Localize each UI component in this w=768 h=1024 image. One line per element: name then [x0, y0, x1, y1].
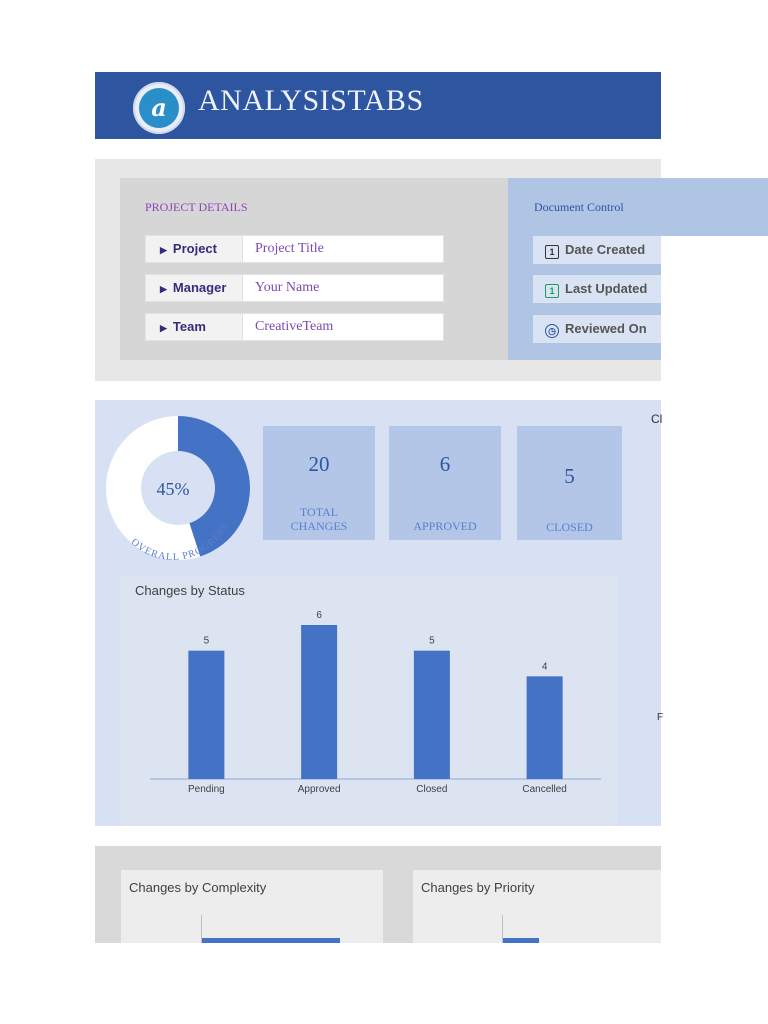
kpi-closed-label: CLOSED — [546, 520, 593, 534]
date-created-button[interactable]: 1 Date Created — [533, 236, 661, 264]
kpi-total-changes-value: 20 — [308, 452, 330, 476]
kpi-total-changes: 20 TOTAL CHANGES — [263, 426, 375, 540]
kpi-total-changes-label-1: TOTAL — [299, 505, 339, 519]
tick-label-approved: Approved — [298, 784, 341, 795]
offpanel-label-top: Cl — [651, 412, 663, 426]
complexity-axis — [201, 915, 202, 943]
manager-label-text: Manager — [172, 280, 227, 295]
caret-right-icon: ▶ — [160, 284, 167, 294]
logo-badge — [139, 88, 179, 128]
clock-icon: ◷ — [545, 324, 559, 338]
complexity-bar — [202, 938, 340, 943]
document-control-strip — [661, 178, 768, 236]
brand-title: ANALYSISTABS — [198, 84, 424, 117]
progress-percent: 45% — [157, 479, 190, 499]
calendar-icon: 1 — [545, 245, 559, 259]
donut-hole — [141, 451, 215, 525]
tick-label-pending: Pending — [188, 784, 225, 795]
reviewed-on-button[interactable]: ◷ Reviewed On — [533, 315, 661, 343]
complexity-chart-panel — [121, 870, 383, 943]
priority-chart-panel — [413, 870, 661, 943]
data-label-cancelled: 4 — [542, 661, 548, 672]
reviewed-on-label: Reviewed On — [565, 321, 647, 336]
bar-approved — [301, 625, 338, 779]
caret-right-icon: ▶ — [160, 245, 167, 255]
team-label-text: Team — [172, 319, 206, 334]
kpi-closed-value: 5 — [564, 464, 575, 488]
project-label-text: Project — [172, 241, 217, 256]
calendar-green-icon: 1 — [545, 284, 559, 298]
overall-progress-donut: 45% OVERALL PROGRESS — [106, 416, 250, 563]
bar-cancelled — [526, 676, 563, 779]
chart-title: Changes by Status — [135, 583, 245, 598]
status-bar-plot: 5 Pending 6 Approved 5 Closed 4 Cancelled — [150, 610, 601, 795]
data-label-pending: 5 — [204, 636, 210, 647]
complexity-chart-title: Changes by Complexity — [129, 880, 267, 895]
team-field[interactable]: CreativeTeam — [243, 313, 444, 341]
manager-label: ▶ Manager — [145, 274, 243, 302]
header-bar — [95, 72, 661, 139]
last-updated-label: Last Updated — [565, 281, 648, 296]
date-created-label: Date Created — [565, 242, 646, 257]
offpanel-label-mid: F — [657, 712, 664, 723]
kpi-closed: 5 CLOSED — [517, 426, 622, 540]
project-title-field[interactable]: Project Title — [243, 235, 444, 263]
last-updated-button[interactable]: 1 Last Updated — [533, 275, 661, 303]
team-label: ▶ Team — [145, 313, 243, 341]
priority-bar — [503, 938, 539, 943]
manager-field[interactable]: Your Name — [243, 274, 444, 302]
caret-right-icon: ▶ — [160, 323, 167, 333]
project-details-heading: PROJECT DETAILS — [145, 200, 248, 214]
priority-chart-title: Changes by Priority — [421, 880, 535, 895]
tick-label-closed: Closed — [416, 784, 447, 795]
document-control-heading: Document Control — [534, 200, 624, 214]
bar-pending — [188, 650, 225, 779]
priority-axis — [502, 915, 503, 943]
kpi-approved-value: 6 — [439, 452, 451, 476]
bar-closed — [413, 650, 450, 779]
data-label-approved: 6 — [316, 610, 322, 621]
logo-letter: a — [151, 93, 167, 122]
tick-label-cancelled: Cancelled — [522, 784, 566, 795]
kpi-total-changes-label-2: CHANGES — [290, 519, 348, 533]
project-label: ▶ Project — [145, 235, 243, 263]
kpi-approved-label: APPROVED — [413, 519, 477, 533]
data-label-closed: 5 — [429, 636, 435, 647]
kpi-approved: 6 APPROVED — [389, 426, 501, 540]
